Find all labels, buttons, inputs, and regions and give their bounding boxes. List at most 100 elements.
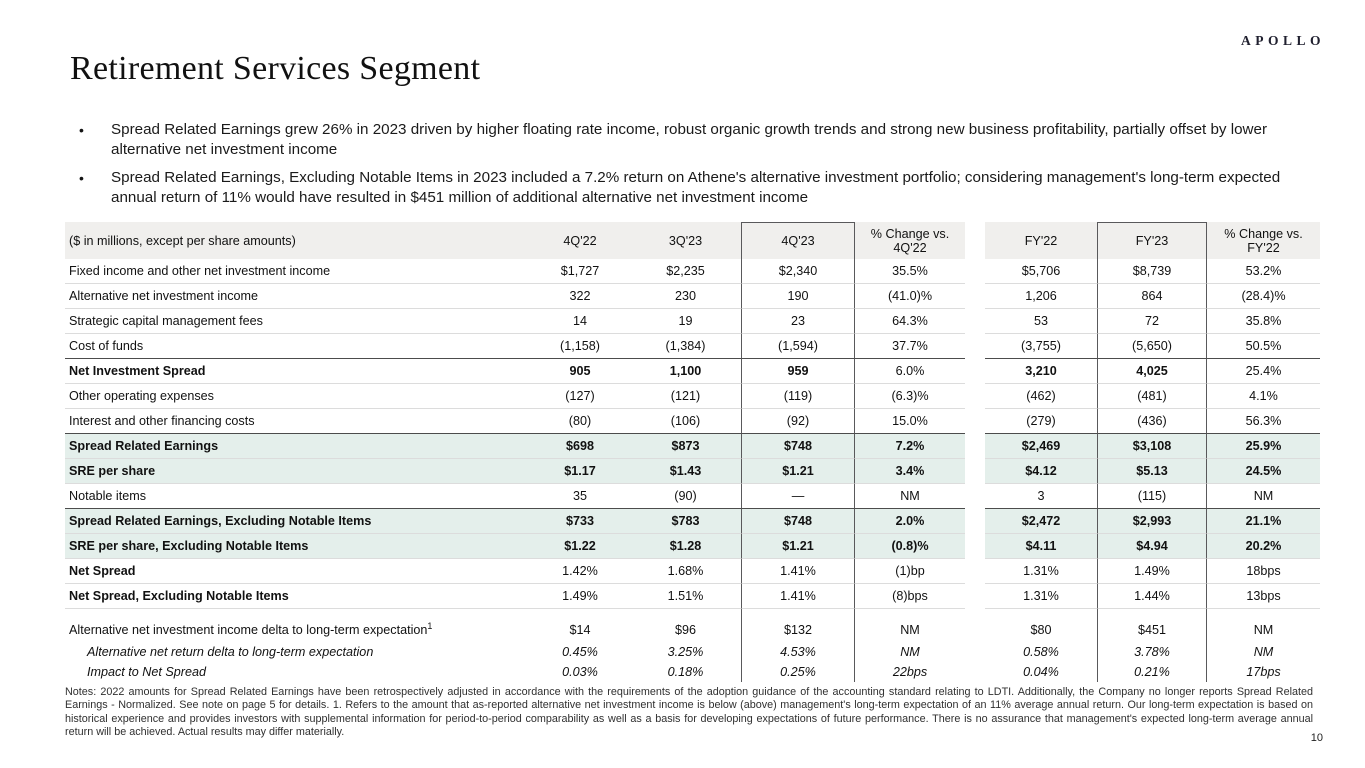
table-cell: 1,206 [985, 284, 1097, 309]
table-cell: 0.58% [1023, 645, 1059, 659]
column-gap [965, 584, 985, 609]
table-cell: 35 [572, 489, 587, 503]
table-row: Net Spread 1.42% 1.68% 1.41% (1)bp 1.31% 1.49%… [65, 559, 1320, 584]
page-number: 10 [1310, 732, 1323, 744]
column-header: FY'22 [985, 222, 1097, 259]
table-cell: 0.25% [741, 662, 855, 682]
column-header: 4Q'23 [741, 222, 855, 259]
table-cell: (1,384) [665, 339, 706, 353]
table-cell: 21.1% [1207, 508, 1320, 534]
table-cell: $132 [741, 609, 855, 642]
table-cell: 7.2% [855, 433, 965, 459]
table-cell: (462) [985, 384, 1097, 409]
column-header: % Change vs. FY'22 [1207, 222, 1320, 259]
table-row: Alternative net return delta to long-ter… [65, 642, 1320, 662]
table-cell: $1.17 [530, 459, 630, 484]
column-gap [965, 259, 985, 284]
row-label: Cost of funds [69, 339, 144, 353]
table-cell: $698 [530, 433, 630, 459]
table-cell: (8)bps [855, 584, 965, 609]
table-cell: (80) [568, 414, 592, 428]
table-cell: $4.11 [985, 534, 1097, 559]
table-row: Notable items 35 (90) — NM 3 (115) NM [65, 484, 1320, 508]
table-cell: $1,727 [530, 259, 630, 284]
table-cell: $748 [741, 433, 855, 459]
footnotes: Notes: 2022 amounts for Spread Related E… [65, 686, 1313, 739]
table-cell: 190 [741, 284, 855, 309]
table-cell: $451 [1097, 609, 1207, 642]
table-row: Spread Related Earnings, Excluding Notab… [65, 508, 1320, 534]
table-cell: 53.2% [1207, 259, 1320, 284]
table-cell: 17bps [1246, 665, 1281, 679]
table-cell: 905 [530, 358, 630, 384]
table-cell: 20.2% [1207, 534, 1320, 559]
table-cell: 25.4% [1207, 358, 1320, 384]
table-cell: 0.21% [1097, 662, 1207, 682]
table-cell: 3.78% [1097, 642, 1207, 662]
table-cell: 1.42% [530, 559, 630, 584]
row-label: Spread Related Earnings [65, 433, 530, 459]
table-cell: (121) [630, 384, 741, 409]
column-gap [965, 384, 985, 409]
table-cell: 1.31% [985, 559, 1097, 584]
bullet-icon: • [79, 122, 84, 138]
table-cell: 0.04% [1023, 665, 1059, 679]
table-cell: 64.3% [855, 309, 965, 334]
table-cell: NM [1253, 489, 1274, 503]
row-label: Alternative net investment income [65, 284, 530, 309]
table-cell: $2,340 [741, 259, 855, 284]
table-row: Spread Related Earnings $698 $873 $748 7.2% $… [65, 433, 1320, 459]
table-cell: 56.3% [1245, 414, 1282, 428]
table-cell: 4.53% [741, 642, 855, 662]
table-cell: 3 [1037, 489, 1045, 503]
column-gap [965, 433, 985, 459]
row-label: Net Investment Spread [65, 358, 530, 384]
table-cell: 3.25% [667, 645, 704, 659]
table-cell: $14 [569, 623, 591, 637]
table-cell: 72 [1097, 309, 1207, 334]
table-cell: 35.5% [855, 259, 965, 284]
financials-table-wrap: ($ in millions, except per share amounts… [65, 222, 1320, 682]
table-cell: 2.0% [855, 508, 965, 534]
column-gap [965, 222, 985, 259]
row-label: SRE per share [65, 459, 530, 484]
column-gap [965, 334, 985, 358]
table-cell: (119) [741, 384, 855, 409]
table-row: Alternative net investment income 322 230 1… [65, 284, 1320, 309]
table-row: SRE per share $1.17 $1.43 $1.21 3.4% $4.12 $5.… [65, 459, 1320, 484]
table-cell: 0.03% [562, 665, 598, 679]
table-row: Cost of funds (1,158) (1,384) (1,594) 37.7% (… [65, 334, 1320, 358]
bullet-list: • Spread Related Earnings grew 26% in 20… [75, 120, 1300, 216]
table-cell: 1.51% [630, 584, 741, 609]
table-cell: $2,993 [1097, 508, 1207, 534]
table-cell: $2,472 [985, 508, 1097, 534]
column-gap [965, 284, 985, 309]
column-header: 4Q'22 [530, 222, 630, 259]
table-cell: 1.41% [741, 584, 855, 609]
table-cell: — [741, 484, 855, 508]
table-cell: (115) [1097, 484, 1207, 508]
table-cell: 3.4% [855, 459, 965, 484]
table-cell: (436) [1097, 409, 1207, 433]
table-cell: 19 [630, 309, 741, 334]
table-cell: 0.18% [667, 665, 704, 679]
table-cell: $5,706 [985, 259, 1097, 284]
table-cell: 4.1% [1207, 384, 1320, 409]
table-cell: 22bps [892, 665, 928, 679]
table-cell: $80 [1030, 623, 1052, 637]
table-row: Impact to Net Spread 0.03% 0.18% 0.25% 22bps… [65, 662, 1320, 682]
row-label: Spread Related Earnings, Excluding Notab… [65, 508, 530, 534]
table-cell: $733 [530, 508, 630, 534]
table-cell: (6.3)% [855, 384, 965, 409]
table-cell: 1.49% [1097, 559, 1207, 584]
table-row: Strategic capital management fees 14 19 23 6… [65, 309, 1320, 334]
table-cell: 37.7% [892, 339, 928, 353]
table-cell: $748 [741, 508, 855, 534]
table-cell: $2,469 [985, 433, 1097, 459]
table-cell: (106) [670, 414, 701, 428]
table-body: Fixed income and other net investment in… [65, 259, 1320, 682]
row-label: Fixed income and other net investment in… [65, 259, 530, 284]
table-cell: (92) [741, 409, 855, 433]
table-cell: NM [1253, 645, 1274, 659]
table-row: Net Investment Spread 905 1,100 959 6.0% 3,21… [65, 358, 1320, 384]
